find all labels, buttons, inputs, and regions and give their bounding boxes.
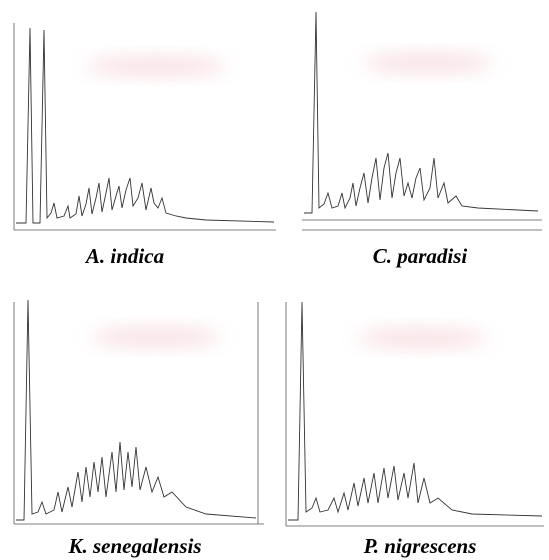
caption: K. senegalensis	[68, 534, 202, 558]
caption: C. paradisi	[372, 244, 468, 268]
chromatogram-b	[302, 11, 542, 231]
chromatogram-c	[13, 299, 264, 525]
caption: A. indica	[85, 244, 165, 268]
chromatogram-a	[13, 23, 276, 231]
chromatogram-d	[285, 301, 544, 527]
caption: P. nigrescens	[363, 534, 477, 558]
